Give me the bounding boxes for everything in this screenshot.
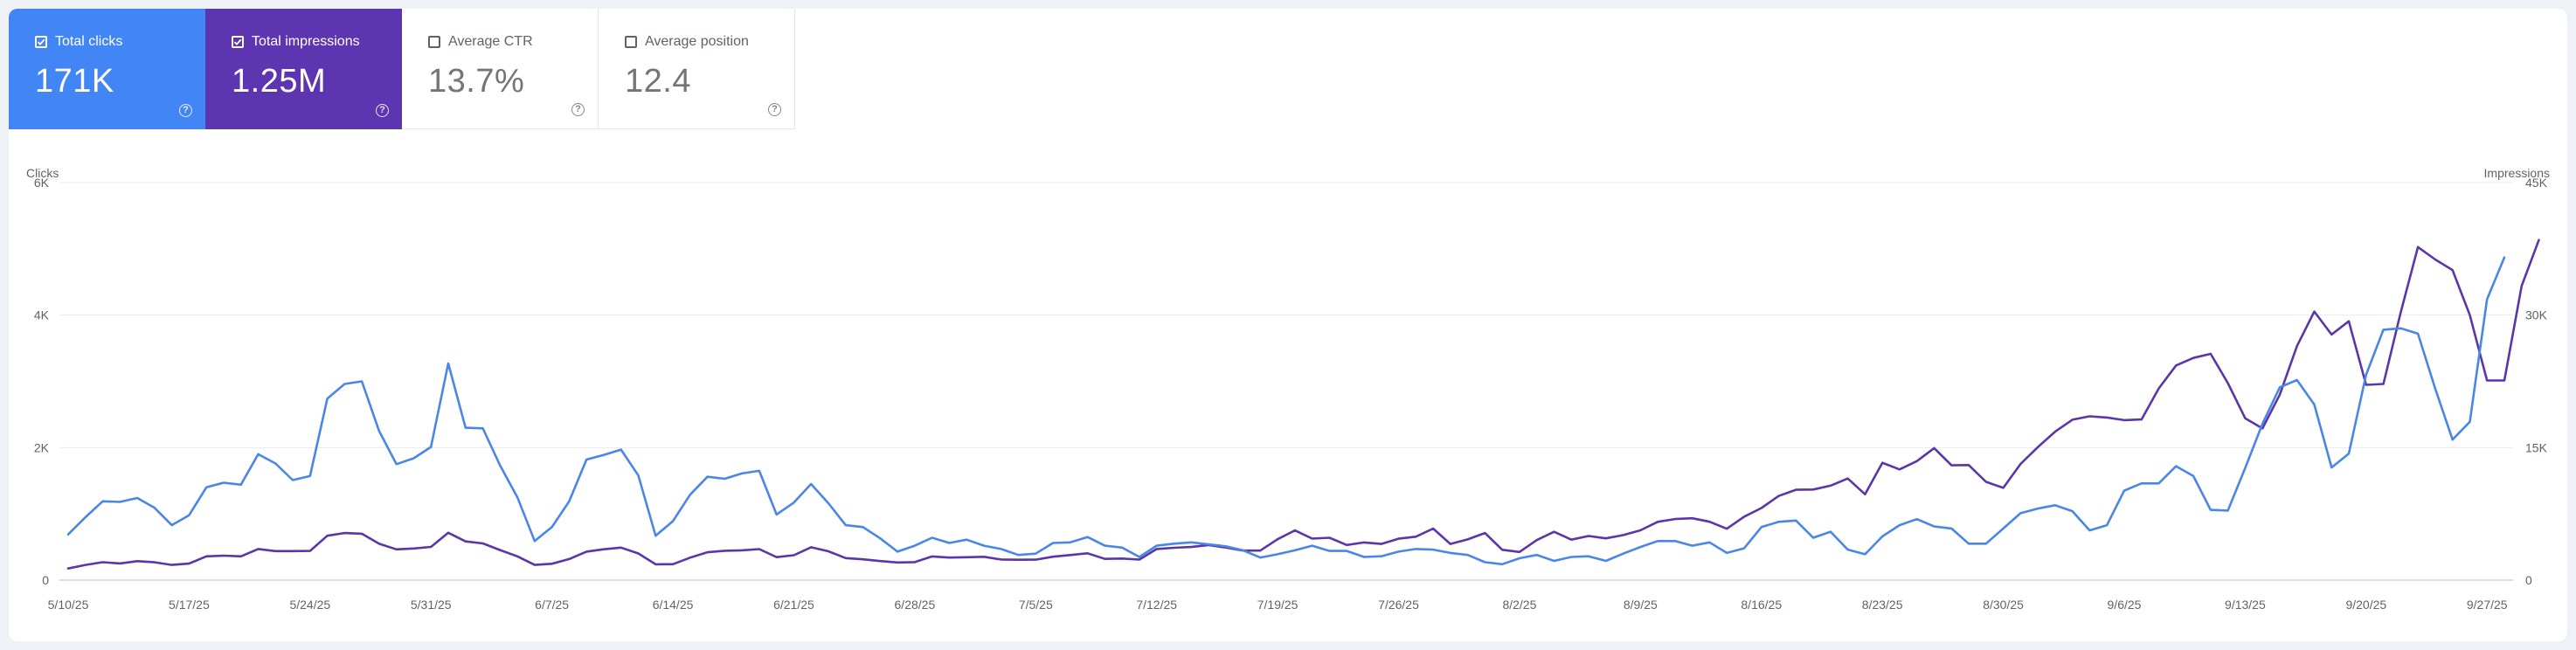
x-tick-label: 6/14/25 xyxy=(653,598,694,612)
metric-label: Total impressions xyxy=(252,34,360,49)
help-icon[interactable]: ? xyxy=(768,103,781,116)
performance-line-chart[interactable]: Clicks Impressions 0 2K 4K 6K 0 15K 30K 45K 5/10… xyxy=(9,9,2567,641)
checkbox-unchecked-icon[interactable] xyxy=(625,36,637,48)
checkbox-unchecked-icon[interactable] xyxy=(428,36,440,48)
metric-label: Average position xyxy=(645,34,749,49)
y-right-tick-label: 15K xyxy=(2525,440,2548,454)
x-tick-label: 7/26/25 xyxy=(1378,598,1419,612)
x-tick-label: 8/30/25 xyxy=(1983,598,2024,612)
impressions-series-line xyxy=(66,239,2540,570)
help-icon[interactable]: ? xyxy=(571,103,585,116)
x-tick-label: 8/16/25 xyxy=(1741,598,1782,612)
x-tick-label: 7/5/25 xyxy=(1019,598,1053,612)
metric-value: 171K xyxy=(35,63,114,100)
metric-total-impressions[interactable]: Total impressions 1.25M ? xyxy=(205,9,402,129)
y-left-tick-label: 6K xyxy=(34,176,50,190)
metric-average-ctr[interactable]: Average CTR 13.7% ? xyxy=(402,9,599,129)
x-tick-label: 5/31/25 xyxy=(411,598,452,612)
y-left-tick-label: 4K xyxy=(34,308,50,322)
x-tick-label: 9/6/25 xyxy=(2108,598,2142,612)
x-tick-label: 5/10/25 xyxy=(48,598,89,612)
x-tick-label: 6/28/25 xyxy=(895,598,936,612)
x-tick-label: 9/20/25 xyxy=(2345,598,2386,612)
x-tick-label: 9/27/25 xyxy=(2467,598,2508,612)
x-tick-label: 6/21/25 xyxy=(773,598,814,612)
clicks-series-line xyxy=(66,256,2506,566)
metric-label: Average CTR xyxy=(448,34,533,49)
x-tick-label: 8/23/25 xyxy=(1862,598,1903,612)
help-icon[interactable]: ? xyxy=(376,104,389,117)
x-tick-label: 8/2/25 xyxy=(1502,598,1536,612)
checkbox-checked-icon[interactable] xyxy=(35,36,47,48)
metric-value: 13.7% xyxy=(428,63,525,100)
y-left-tick-label: 2K xyxy=(34,440,50,454)
metric-value: 12.4 xyxy=(625,63,691,100)
checkbox-checked-icon[interactable] xyxy=(232,36,244,48)
y-left-tick-label: 0 xyxy=(42,573,49,587)
help-icon[interactable]: ? xyxy=(179,104,192,117)
metric-value: 1.25M xyxy=(232,63,327,100)
metric-total-clicks[interactable]: Total clicks 171K ? xyxy=(9,9,205,129)
x-tick-label: 9/13/25 xyxy=(2225,598,2266,612)
x-tick-label: 5/17/25 xyxy=(169,598,210,612)
x-tick-label: 8/9/25 xyxy=(1624,598,1658,612)
y-right-tick-label: 0 xyxy=(2525,573,2532,587)
y-right-axis-label: Impressions xyxy=(2484,166,2550,180)
metric-average-position[interactable]: Average position 12.4 ? xyxy=(599,9,795,129)
x-tick-label: 5/24/25 xyxy=(289,598,330,612)
x-tick-label: 7/19/25 xyxy=(1257,598,1298,612)
x-tick-label: 6/7/25 xyxy=(535,598,569,612)
y-left-axis-label: Clicks xyxy=(26,166,59,180)
y-right-tick-label: 45K xyxy=(2525,176,2548,190)
y-right-tick-label: 30K xyxy=(2525,308,2548,322)
metric-selector: Total clicks 171K ? Total impressions 1.… xyxy=(9,9,795,129)
x-tick-label: 7/12/25 xyxy=(1136,598,1177,612)
performance-card: Total clicks 171K ? Total impressions 1.… xyxy=(9,9,2567,641)
metric-label: Total clicks xyxy=(55,34,123,49)
